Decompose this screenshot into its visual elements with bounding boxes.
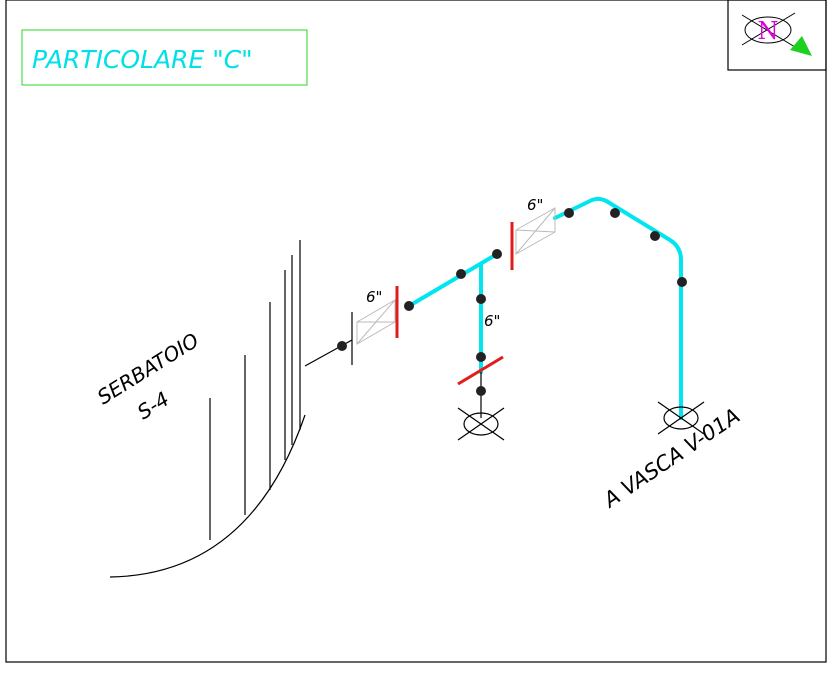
pipe-size: 6" [527,196,543,214]
blind-flange [457,355,504,386]
destination-label: A VASCA V-01A [598,404,745,514]
valve [351,286,399,365]
north-indicator: N [727,0,827,71]
drain-symbol [657,401,705,435]
title: PARTICOLARE "C" [32,45,253,74]
title-box [21,29,308,86]
pipe [553,196,683,420]
welds [337,208,687,396]
valve [510,207,556,270]
drain-symbol [457,407,505,441]
pipe-size: 6" [484,312,500,330]
north-label: N [758,17,779,45]
tank [109,240,353,578]
pipe-size: 6" [366,288,382,306]
frame [5,0,827,663]
tank-code: S-4 [133,387,173,425]
